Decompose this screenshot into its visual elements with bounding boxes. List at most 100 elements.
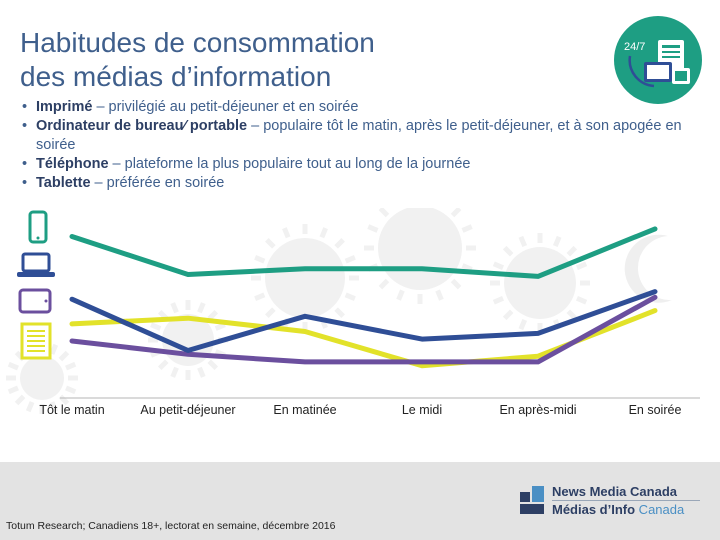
- sun-morning-icon-ray: [344, 255, 356, 264]
- sun-breakfast-icon-ray: [207, 359, 219, 371]
- sun-dawn-icon-ray: [65, 361, 77, 371]
- sun-morning-icon-ray: [334, 307, 345, 318]
- series-line-print: [69, 294, 658, 365]
- sun-noon-icon-ray: [461, 263, 473, 272]
- sun-noon-icon-ray: [435, 289, 444, 301]
- tablet-body: [18, 288, 52, 314]
- sun-dawn-icon-ray: [58, 350, 70, 362]
- sun-afternoon-icon-ray: [552, 235, 562, 248]
- sun-noon-icon: [364, 208, 476, 304]
- logo-text-en: News Media Canada: [552, 484, 677, 499]
- sun-morning-icon-ray: [319, 227, 328, 239]
- bullet-phone: Téléphone – plateforme la plus populaire…: [22, 155, 702, 174]
- sun-morning-icon-ray: [344, 292, 356, 301]
- bullet-phone-text: – plateforme la plus populaire tout au l…: [108, 156, 471, 172]
- sun-afternoon-icon-ray: [566, 245, 578, 257]
- sun-morning-icon-ray: [334, 238, 345, 249]
- sun-dawn-icon-ray: [7, 385, 19, 395]
- bullet-print-device: Imprimé: [36, 99, 93, 115]
- logo-text-fr: Médias d’Info Canada: [552, 502, 684, 517]
- sun-breakfast-icon-ray: [157, 359, 169, 371]
- bullet-print-text: – privilégié au petit-déjeuner et en soi…: [92, 99, 359, 115]
- sun-afternoon-icon-ray: [492, 295, 505, 305]
- tablet-button: [44, 299, 48, 303]
- series-line-computer: [69, 289, 658, 353]
- tablet-icon: [18, 288, 52, 314]
- sun-morning-icon-disc: [265, 238, 345, 318]
- x-tick-label: Au petit-déjeuner: [140, 403, 235, 417]
- sun-dawn-icon-ray: [25, 401, 35, 413]
- sun-dawn-icon-ray: [49, 343, 59, 355]
- moon-icon: [624, 234, 672, 303]
- laptop-icon: [17, 252, 55, 277]
- sun-morning-icon-ray: [265, 307, 276, 318]
- sun-breakfast-icon-ray: [214, 322, 226, 331]
- summary-list: Imprimé – privilégié au petit-déjeuner e…: [22, 98, 702, 193]
- x-tick-label: Le midi: [402, 403, 442, 417]
- sun-noon-icon-ray: [378, 208, 390, 218]
- sun-breakfast-icon-ray: [207, 309, 219, 321]
- title-line-2: des médias d’information: [20, 61, 332, 92]
- source-note: Totum Research; Canadiens 18+, lectorat …: [6, 520, 336, 532]
- series-line-phone: [69, 226, 658, 279]
- x-tick-label: En soirée: [629, 403, 682, 417]
- sun-afternoon-icon-ray: [518, 235, 528, 248]
- time-of-day-chart: Tôt le matin Au petit-déjeuner En matinée L…: [6, 208, 700, 417]
- bullet-phone-device: Téléphone: [36, 156, 109, 172]
- sun-noon-icon-disc: [378, 208, 462, 290]
- smartphone-icon: [28, 210, 48, 244]
- bullet-computer-text: – populaire tôt le matin, après le petit…: [36, 118, 682, 153]
- sun-noon-icon-ray: [367, 224, 379, 233]
- sun-morning-icon-ray: [265, 238, 276, 249]
- sun-noon-icon-ray: [450, 208, 462, 218]
- sun-morning-icon-ray: [254, 255, 266, 264]
- x-tick-label: En après-midi: [499, 403, 576, 417]
- chart-background: [6, 208, 672, 414]
- sun-breakfast-icon-ray: [197, 302, 206, 314]
- smartphone-button: [36, 236, 40, 240]
- sun-dawn-icon-ray: [65, 385, 77, 395]
- footer: Totum Research; Canadiens 18+, lectorat …: [0, 462, 720, 540]
- sun-breakfast-icon-ray: [150, 322, 162, 331]
- title-line-1: Habitudes de consommation: [20, 27, 375, 58]
- sun-afternoon-icon-ray: [492, 261, 505, 271]
- bullet-computer-device: Ordinateur de bureau⁄ portable: [36, 118, 248, 134]
- newspaper-icon: [20, 322, 52, 360]
- logo-text-fr-light: Canada: [635, 502, 685, 517]
- sun-dawn-icon-disc: [20, 356, 64, 400]
- page-title: Habitudes de consommation des médias d’i…: [20, 26, 580, 94]
- laptop-screen: [21, 252, 51, 273]
- sun-noon-icon-ray: [396, 289, 405, 301]
- devices-badge: 24/7: [614, 16, 702, 104]
- smartphone-body: [28, 210, 48, 244]
- laptop-base: [17, 272, 55, 277]
- bullet-tablet-device: Tablette: [36, 175, 91, 191]
- sun-noon-icon-ray: [461, 224, 473, 233]
- x-axis-labels: Tôt le matin Au petit-déjeuner En matinée L…: [39, 403, 681, 417]
- sun-breakfast-icon-ray: [170, 302, 179, 314]
- devices-icon: 24/7: [624, 40, 690, 88]
- bullet-print: Imprimé – privilégié au petit-déjeuner e…: [22, 98, 702, 117]
- sun-afternoon-icon-ray: [575, 295, 588, 305]
- sun-breakfast-icon-ray: [197, 366, 206, 378]
- sun-noon-icon-ray: [450, 278, 462, 290]
- sun-afternoon-icon-disc: [504, 247, 576, 319]
- bullet-computer: Ordinateur de bureau⁄ portable – populai…: [22, 117, 702, 155]
- badge-label: 24/7: [624, 41, 645, 53]
- series-lines: [69, 226, 658, 369]
- sun-afternoon-icon-ray: [502, 245, 514, 257]
- sun-afternoon-icon-ray: [575, 261, 588, 271]
- sun-noon-icon-ray: [378, 278, 390, 290]
- sun-afternoon-icon-ray: [566, 309, 578, 321]
- newspaper-sheet: [20, 322, 52, 360]
- logo-text-fr-main: Médias d’Info: [552, 502, 636, 517]
- sun-morning-icon-ray: [254, 292, 266, 301]
- device-legend: [17, 210, 55, 360]
- logo-mark-icon: [520, 486, 544, 514]
- sun-dawn-icon-ray: [49, 401, 59, 413]
- sun-dawn-icon-ray: [14, 394, 26, 406]
- bullet-tablet: Tablette – préférée en soirée: [22, 174, 702, 193]
- news-media-canada-logo: News Media Canada Médias d’Info Canada: [520, 484, 700, 520]
- x-tick-label: En matinée: [273, 403, 336, 417]
- sun-breakfast-icon-ray: [170, 366, 179, 378]
